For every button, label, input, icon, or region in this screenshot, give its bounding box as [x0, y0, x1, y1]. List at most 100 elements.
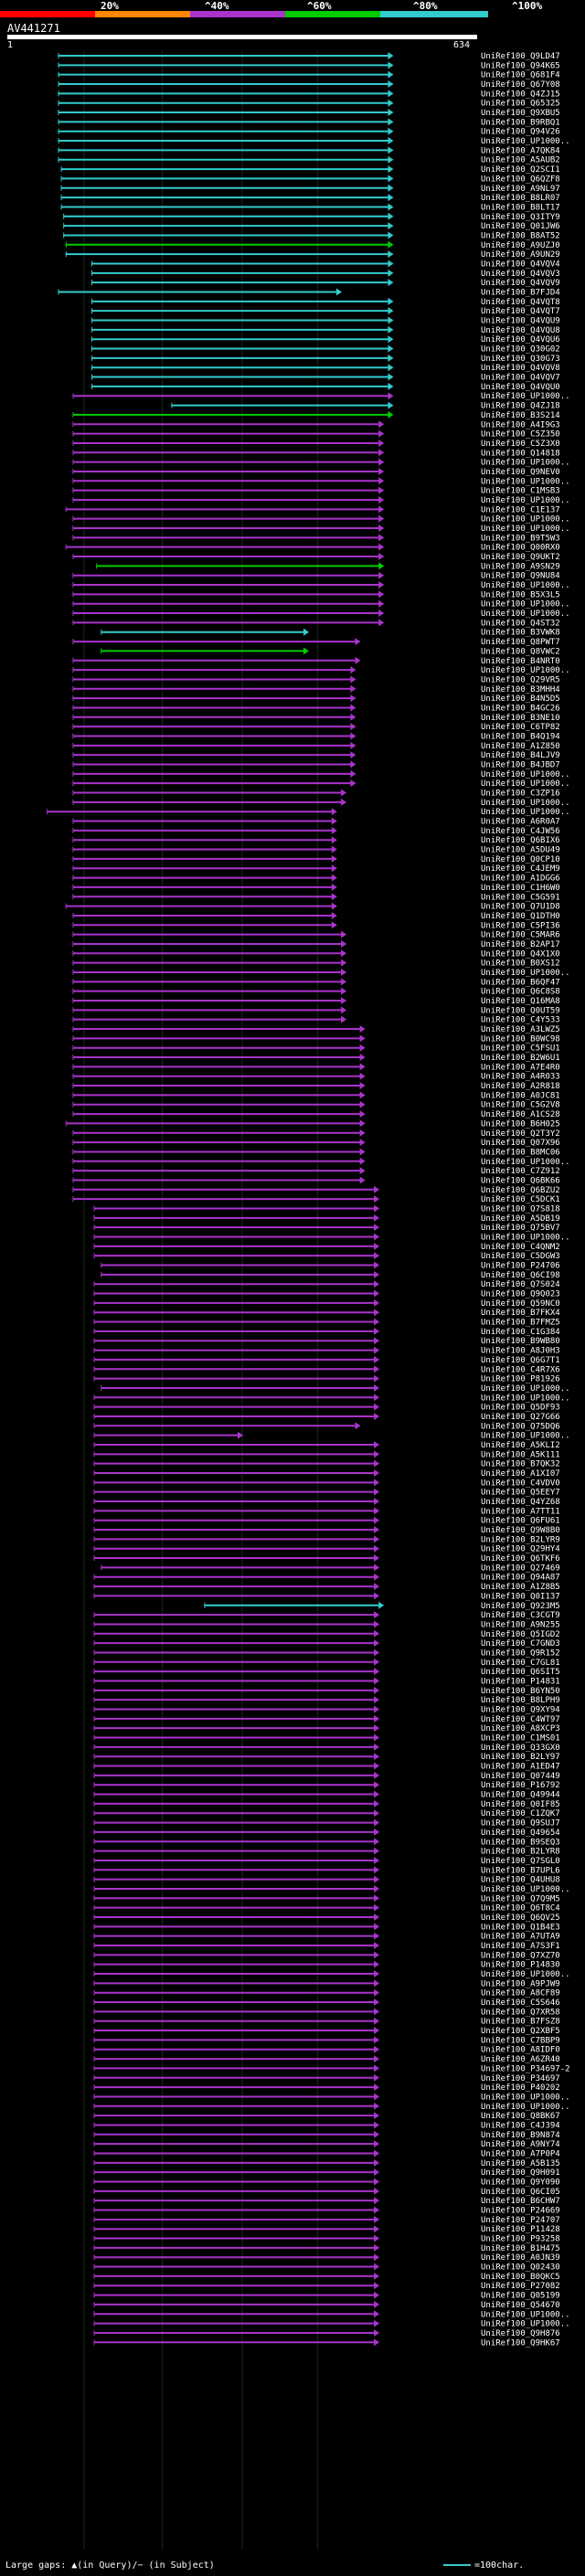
hit-row[interactable]: UniRef100_Q59NC0 — [93, 1299, 560, 1309]
hit-label[interactable]: UniRef100_P16792 — [481, 1781, 560, 1790]
hit-label[interactable]: UniRef100_P27082 — [481, 2282, 560, 2291]
hit-row[interactable]: UniRef100_A5K111 — [93, 1450, 560, 1459]
hit-label[interactable]: UniRef100_P40202 — [481, 2083, 560, 2093]
hit-label[interactable]: UniRef100_A8CF89 — [481, 1989, 560, 1998]
hit-row[interactable]: UniRef100_B7FMZ5 — [93, 1318, 560, 1328]
hit-label[interactable]: UniRef100_Q7U1D8 — [481, 903, 560, 912]
hit-row[interactable]: UniRef100_C7BBP9 — [93, 2036, 560, 2045]
hit-label[interactable]: UniRef100_Q49944 — [481, 1791, 560, 1800]
hit-label[interactable]: UniRef100_B0WC98 — [481, 1034, 560, 1044]
hit-row[interactable]: UniRef100_A9UN29 — [65, 250, 560, 260]
hit-label[interactable]: UniRef100_P81926 — [481, 1375, 560, 1384]
hit-label[interactable]: UniRef100_Q4VQU6 — [481, 335, 560, 345]
hit-row[interactable]: UniRef100_Q6G7T1 — [93, 1355, 560, 1365]
hit-row[interactable]: UniRef100_C1G384 — [93, 1327, 560, 1337]
hit-row[interactable]: UniRef100_C5PI36 — [72, 921, 560, 930]
hit-row[interactable]: UniRef100_P40202 — [93, 2083, 560, 2093]
hit-row[interactable]: UniRef100_Q2XBF5 — [93, 2027, 560, 2036]
hit-row[interactable]: UniRef100_Q1DTH0 — [72, 911, 560, 921]
hit-row[interactable]: UniRef100_Q9H876 — [93, 2328, 560, 2338]
hit-row[interactable]: UniRef100_Q4ZJ18 — [171, 401, 560, 411]
hit-row[interactable]: UniRef100_B4LJV9 — [72, 751, 560, 760]
hit-row[interactable]: UniRef100_Q9SUJ7 — [93, 1818, 560, 1829]
hit-label[interactable]: UniRef100_Q1B4E3 — [481, 1923, 560, 1932]
hit-label[interactable]: UniRef100_Q4VQV7 — [481, 374, 560, 383]
hit-label[interactable]: UniRef100_A8IDF0 — [481, 2046, 560, 2055]
hit-label[interactable]: UniRef100_Q4X1X0 — [481, 949, 560, 959]
hit-label[interactable]: UniRef100_A5KLI2 — [481, 1441, 560, 1450]
hit-label[interactable]: UniRef100_A9UZJ0 — [481, 241, 560, 250]
hit-row[interactable]: UniRef100_Q6C8S8 — [72, 987, 560, 997]
hit-label[interactable]: UniRef100_P14830 — [481, 1961, 560, 1970]
hit-label[interactable]: UniRef100_A9NL97 — [481, 185, 560, 194]
hit-label[interactable]: UniRef100_C5S646 — [481, 1998, 560, 2008]
hit-label[interactable]: UniRef100_A7E4R0 — [481, 1063, 560, 1072]
hit-row[interactable]: UniRef100_B7QK32 — [93, 1459, 560, 1469]
hit-label[interactable]: UniRef100_A7TT11 — [481, 1507, 560, 1516]
hit-label[interactable]: UniRef100_UP1000.. — [481, 392, 570, 401]
hit-label[interactable]: UniRef100_A7UTA9 — [481, 1933, 560, 1942]
hit-label[interactable]: UniRef100_B2LY97 — [481, 1753, 560, 1762]
hit-row[interactable]: UniRef100_P11428 — [93, 2225, 560, 2234]
hit-row[interactable]: UniRef100_P14831 — [93, 1677, 560, 1686]
hit-label[interactable]: UniRef100_A1ED47 — [481, 1763, 560, 1772]
hit-label[interactable]: UniRef100_Q0I137 — [481, 1592, 560, 1601]
hit-label[interactable]: UniRef100_UP1000.. — [481, 2310, 570, 2319]
hit-row[interactable]: UniRef100_Q7S024 — [93, 1280, 560, 1289]
hit-label[interactable]: UniRef100_Q4VQU9 — [481, 317, 560, 326]
hit-row[interactable]: UniRef100_B7UPL6 — [93, 1866, 560, 1875]
hit-label[interactable]: UniRef100_UP1000.. — [481, 2103, 570, 2112]
hit-row[interactable]: UniRef100_A6ZR40 — [93, 2055, 560, 2064]
hit-row[interactable]: UniRef100_Q7U1D8 — [65, 902, 560, 912]
hit-row[interactable]: UniRef100_A6R0A7 — [72, 817, 560, 827]
hit-label[interactable]: UniRef100_Q9LD47 — [481, 52, 560, 61]
hit-label[interactable]: UniRef100_B7FSZ8 — [481, 2018, 560, 2027]
hit-row[interactable]: UniRef100_Q6T8C4 — [93, 1903, 560, 1913]
hit-row[interactable]: UniRef100_Q27G66 — [93, 1412, 560, 1422]
hit-label[interactable]: UniRef100_Q14818 — [481, 449, 560, 458]
hit-label[interactable]: UniRef100_B2AP17 — [481, 940, 560, 949]
hit-label[interactable]: UniRef100_B2LYR9 — [481, 1535, 560, 1544]
hit-row[interactable]: UniRef100_P24669 — [93, 2206, 560, 2216]
hit-row[interactable]: UniRef100_UP1000.. — [93, 1970, 570, 1979]
hit-row[interactable]: UniRef100_C5G591 — [72, 893, 560, 902]
hit-row[interactable]: UniRef100_Q30G73 — [91, 354, 560, 364]
hit-row[interactable]: UniRef100_Q4UHU8 — [93, 1875, 560, 1885]
hit-label[interactable]: UniRef100_UP1000.. — [481, 799, 570, 808]
hit-row[interactable]: UniRef100_A5AUB2 — [58, 155, 560, 165]
hit-label[interactable]: UniRef100_C4Y533 — [481, 1016, 560, 1025]
hit-label[interactable]: UniRef100_C1E137 — [481, 505, 560, 514]
hit-row[interactable]: UniRef100_Q49944 — [93, 1790, 560, 1800]
hit-label[interactable]: UniRef100_C1ZQK7 — [481, 1809, 560, 1818]
hit-label[interactable]: UniRef100_Q4ZJ15 — [481, 90, 560, 99]
hit-row[interactable]: UniRef100_UP1000.. — [72, 514, 570, 525]
hit-label[interactable]: UniRef100_B0XS12 — [481, 959, 560, 969]
hit-row[interactable]: UniRef100_B2LYR9 — [93, 1535, 560, 1544]
hit-row[interactable]: UniRef100_B5X3L5 — [72, 590, 560, 599]
hit-label[interactable]: UniRef100_Q94V26 — [481, 128, 560, 137]
hit-row[interactable]: UniRef100_UP1000.. — [72, 1157, 570, 1167]
hit-label[interactable]: UniRef100_P14831 — [481, 1677, 560, 1686]
hit-label[interactable]: UniRef100_B3S214 — [481, 411, 560, 420]
hit-label[interactable]: UniRef100_Q07X96 — [481, 1139, 560, 1148]
hit-label[interactable]: UniRef100_Q54670 — [481, 2301, 560, 2310]
hit-row[interactable]: UniRef100_UP1000.. — [72, 779, 570, 789]
hit-row[interactable]: UniRef100_UP1000.. — [101, 1383, 570, 1394]
hit-label[interactable]: UniRef100_Q59NC0 — [481, 1299, 560, 1309]
hit-label[interactable]: UniRef100_UP1000.. — [481, 600, 570, 610]
hit-row[interactable]: UniRef100_Q94K65 — [58, 61, 560, 70]
hit-label[interactable]: UniRef100_Q9H091 — [481, 2168, 560, 2178]
hit-row[interactable]: UniRef100_Q1B4E3 — [93, 1923, 560, 1932]
hit-label[interactable]: UniRef100_B9SEQ3 — [481, 1838, 560, 1847]
hit-label[interactable]: UniRef100_C1MSB3 — [481, 487, 560, 496]
hit-label[interactable]: UniRef100_Q4ZJ18 — [481, 402, 560, 411]
hit-row[interactable]: UniRef100_UP1000.. — [72, 477, 570, 486]
hit-label[interactable]: UniRef100_Q4VQV3 — [481, 270, 560, 279]
hit-label[interactable]: UniRef100_Q4YZ68 — [481, 1498, 560, 1507]
hit-label[interactable]: UniRef100_C4VDV0 — [481, 1479, 560, 1488]
hit-label[interactable]: UniRef100_A9UN29 — [481, 250, 560, 260]
hit-label[interactable]: UniRef100_Q7Q9M5 — [481, 1894, 560, 1903]
hit-label[interactable]: UniRef100_UP1000.. — [481, 1384, 570, 1394]
hit-row[interactable]: UniRef100_A9NY74 — [93, 2140, 560, 2149]
hit-row[interactable]: UniRef100_Q14818 — [72, 449, 560, 458]
